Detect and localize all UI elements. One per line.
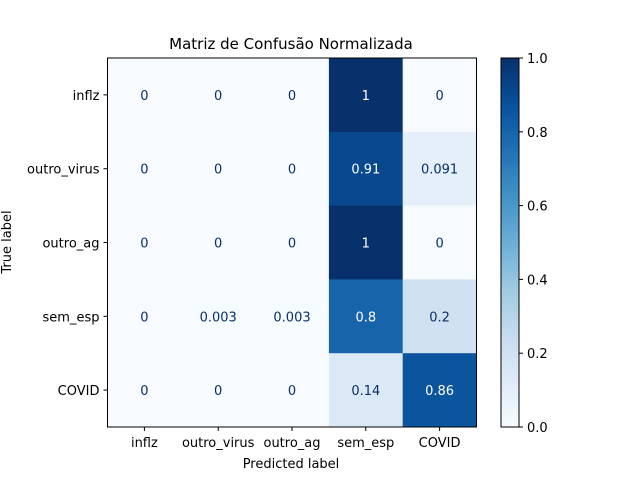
x-tick-label: outro_ag	[263, 436, 320, 451]
cell-value-label: 0	[214, 384, 222, 399]
cell-value-label: 0.003	[200, 310, 237, 325]
cell-value-label: 0	[288, 163, 296, 178]
colorbar-tick-label: 0.8	[527, 126, 548, 141]
colorbar-tick-label: 1.0	[527, 52, 548, 67]
cell-value-label: 0	[435, 237, 443, 252]
heatmap-cell	[402, 58, 477, 133]
cell-value-label: 0.2	[429, 310, 450, 325]
cell-value-label: 1	[362, 237, 370, 252]
cell-value-label: 0	[288, 237, 296, 252]
colorbar-tick-label: 0.6	[527, 200, 548, 215]
cell-value-label: 0	[140, 310, 148, 325]
x-tick-label: outro_virus	[182, 436, 255, 451]
y-axis-label: True label	[0, 210, 15, 274]
heatmap-cell	[181, 279, 256, 354]
heatmap-cell	[255, 205, 330, 280]
heatmap-cell	[328, 205, 404, 280]
y-tick-label: inflz	[73, 89, 100, 104]
heatmap-cell	[255, 131, 330, 207]
cell-value-label: 0	[214, 89, 222, 104]
heatmap-cell	[181, 131, 256, 207]
cell-value-label: 0.14	[351, 384, 380, 399]
cell-value-label: 0	[214, 237, 222, 252]
cell-value-label: 0.86	[425, 384, 454, 399]
x-tick-label: COVID	[419, 436, 461, 451]
heatmap-cell	[402, 279, 477, 354]
heatmap-cell	[328, 131, 404, 207]
heatmap-cell	[181, 205, 256, 280]
y-tick-label: sem_esp	[43, 310, 100, 325]
y-tick-label: outro_ag	[42, 237, 99, 252]
cell-value-label: 0	[214, 163, 222, 178]
heatmap-cell	[402, 205, 477, 280]
cell-value-label: 0	[140, 384, 148, 399]
cell-value-label: 0	[140, 163, 148, 178]
cell-value-label: 0	[288, 384, 296, 399]
colorbar-ticks: 0.0 0.2 0.4 0.6 0.8 1.0	[519, 52, 548, 436]
heatmap-cell	[181, 58, 256, 133]
heatmap-cell	[181, 353, 256, 428]
cell-value-label: 0	[288, 89, 296, 104]
x-axis-ticks: inflz outro_virus outro_ag sem_esp COVID	[131, 427, 461, 451]
heatmap-cell	[402, 131, 477, 207]
heatmap-cell-labels: 0 0 0 1 0 0 0 0 0.91 0.091 0 0 0 1 0 0 0.003 0.003 0.8 0.2 0…	[140, 89, 458, 399]
heatmap-cell	[107, 131, 182, 207]
heatmap-cell	[328, 353, 404, 428]
y-tick-label: COVID	[58, 384, 100, 399]
heatmap-cell	[255, 58, 330, 133]
x-tick-label: sem_esp	[337, 436, 394, 451]
cell-value-label: 0	[435, 89, 443, 104]
heatmap-cell	[328, 58, 404, 133]
x-axis-label: Predicted label	[243, 457, 340, 472]
cell-value-label: 0	[140, 237, 148, 252]
chart-title: Matriz de Confusão Normalizada	[169, 35, 413, 53]
cell-value-label: 0.91	[351, 163, 380, 178]
heatmap-cell	[402, 353, 477, 428]
heatmap-cell	[107, 58, 182, 133]
cell-value-label: 0.003	[273, 310, 310, 325]
x-tick-label: inflz	[131, 436, 158, 451]
heatmap-cell	[107, 205, 182, 280]
y-tick-label: outro_virus	[27, 163, 100, 178]
heatmap-cells	[107, 58, 477, 428]
cell-value-label: 0	[140, 89, 148, 104]
cell-value-label: 1	[362, 89, 370, 104]
cell-value-label: 0.091	[421, 163, 458, 178]
colorbar-tick-label: 0.2	[527, 347, 548, 362]
heatmap-cell	[107, 279, 182, 354]
colorbar-tick-label: 0.0	[527, 421, 548, 436]
cell-value-label: 0.8	[355, 310, 376, 325]
heatmap-cell	[255, 353, 330, 428]
heatmap-cell	[328, 279, 404, 354]
colorbar-tick-label: 0.4	[527, 273, 548, 288]
heatmap-cell	[255, 279, 330, 354]
colorbar	[500, 57, 520, 428]
y-axis-ticks: inflz outro_virus outro_ag sem_esp COVID	[27, 89, 108, 399]
heatmap-cell	[107, 353, 182, 428]
